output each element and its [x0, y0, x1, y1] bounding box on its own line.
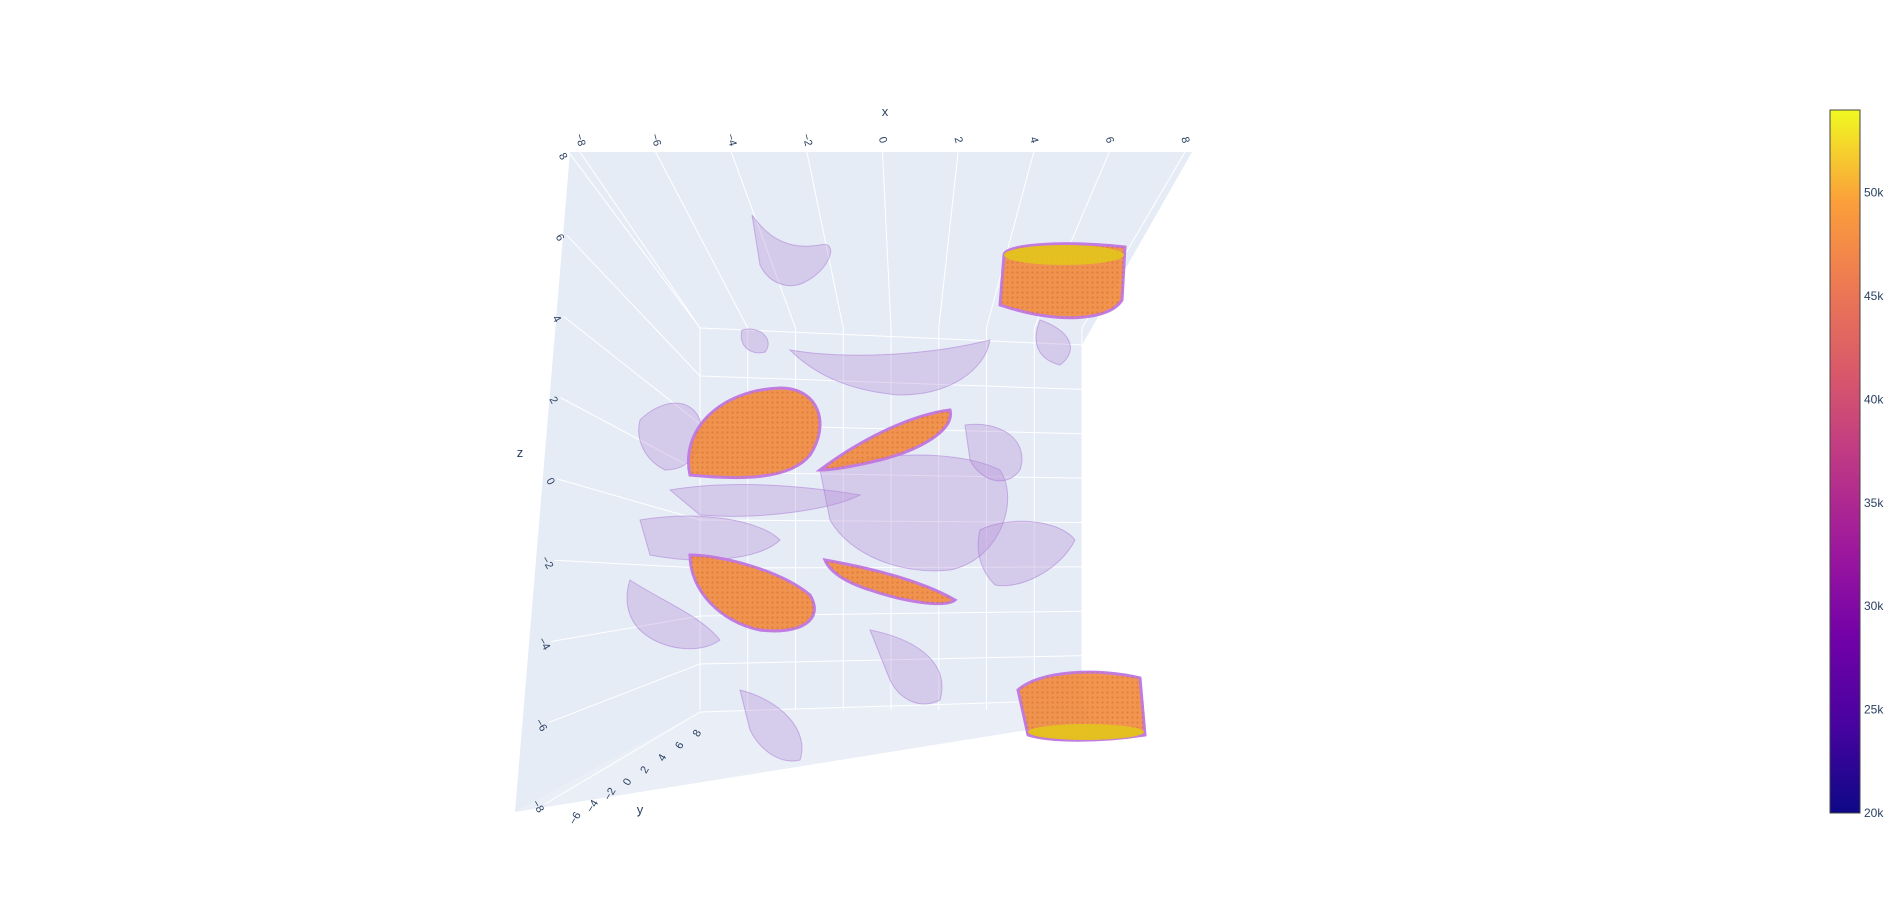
y-tick-label: 4: [656, 752, 669, 763]
grid-line: [551, 615, 701, 642]
left-wall: [515, 152, 700, 812]
colorbar-gradient: [1829, 109, 1861, 814]
grid-line: [882, 151, 892, 329]
grid-line: [699, 327, 1083, 346]
blob-upper-left: [687, 386, 822, 480]
colorbar-ticks: 20k 25k 30k 35k 40k 45k 50k: [1864, 186, 1884, 820]
colorbar-tick-label: 25k: [1864, 703, 1884, 717]
colorbar-tick-label: 50k: [1864, 186, 1884, 200]
z-tick-label: −4: [536, 636, 553, 653]
x-axis-ticks: −8 −6 −4 −2 0 2 4 6 8: [573, 132, 1192, 147]
blob-upper-middle: [815, 408, 952, 472]
x-axis-title: x: [882, 104, 889, 119]
grid-line: [806, 151, 844, 329]
x-tick-label: 6: [1103, 135, 1116, 144]
grid-line: [560, 397, 701, 473]
z-tick-label: 0: [543, 476, 556, 487]
colorbar: 20k 25k 30k 35k 40k 45k 50k: [1829, 109, 1884, 820]
y-tick-label: 6: [673, 740, 686, 751]
z-axis-title: z: [517, 445, 524, 460]
blob-lower-left: [688, 553, 816, 633]
y-tick-label: 8: [691, 728, 704, 739]
blob-bottom-right-cylinder: [1016, 670, 1147, 742]
grid-line: [986, 151, 1035, 329]
z-tick-label: 4: [550, 313, 563, 324]
grid-line: [699, 699, 1083, 713]
grid-line: [699, 655, 1083, 665]
colorbar-tick-label: 35k: [1864, 496, 1884, 510]
grid-line: [569, 153, 701, 329]
x-tick-label: 8: [1178, 135, 1191, 144]
x-tick-label: 0: [876, 135, 889, 144]
x-tick-label: −8: [573, 132, 588, 147]
z-tick-label: 6: [553, 232, 566, 243]
grid-line: [699, 519, 1083, 523]
grid-line: [699, 375, 1083, 390]
grid-line: [544, 711, 701, 805]
x-tick-label: −6: [648, 132, 663, 147]
z-tick-label: −6: [532, 717, 549, 734]
grid-line: [699, 566, 1083, 569]
floor-plane: [515, 700, 1090, 812]
z-tick-label: −8: [529, 798, 546, 815]
grid-line: [554, 559, 701, 569]
grid-line: [557, 478, 701, 521]
z-tick-label: 8: [556, 151, 569, 162]
y-tick-label: −6: [567, 810, 584, 827]
low-isosurface: [626, 214, 1076, 762]
x-tick-label: −2: [799, 132, 814, 147]
grid-line: [563, 316, 701, 425]
z-axis-ticks: 8 6 4 2 0 −2 −4 −6 −8: [529, 151, 569, 815]
blob-lower-middle: [822, 558, 958, 606]
colorbar-tick-label: 40k: [1864, 392, 1884, 406]
x-tick-label: 2: [952, 135, 965, 144]
y-axis-title: y: [637, 802, 644, 817]
colorbar-tick-label: 20k: [1864, 806, 1884, 820]
y-tick-label: −2: [602, 786, 619, 803]
grid-line: [566, 234, 701, 377]
colorbar-tick-label: 45k: [1864, 289, 1884, 303]
y-tick-label: 2: [638, 764, 651, 775]
x-tick-label: −4: [724, 132, 739, 147]
grid-line: [655, 151, 749, 329]
z-tick-label: −2: [539, 554, 556, 571]
x-tick-label: 4: [1027, 135, 1040, 144]
grid-line: [938, 151, 959, 329]
y-tick-label: −4: [584, 798, 601, 815]
grid-line: [730, 151, 796, 329]
grid-line: [579, 151, 701, 329]
grid-line: [547, 663, 701, 724]
high-isosurface: [687, 242, 1147, 742]
blob-top-right-cylinder: [998, 242, 1127, 320]
z-tick-label: 2: [546, 395, 559, 406]
y-tick-label: 0: [621, 776, 634, 787]
colorbar-tick-label: 30k: [1864, 599, 1884, 613]
